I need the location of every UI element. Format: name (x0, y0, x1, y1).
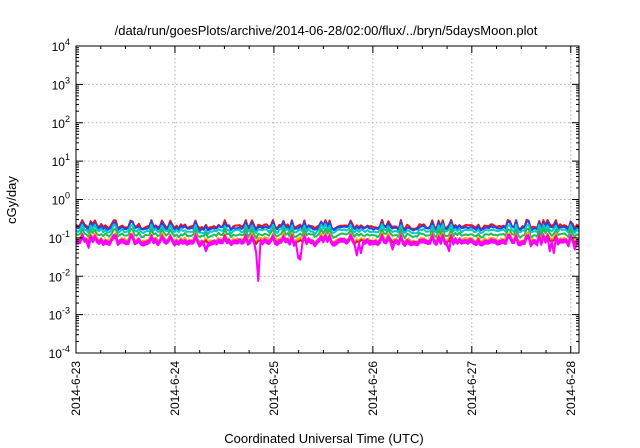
y-tick-label: 100 (52, 191, 70, 208)
x-tick-label: 2014-6-24 (168, 361, 182, 416)
y-tick-label: 10-1 (49, 229, 70, 246)
tick-layer (75, 45, 579, 354)
x-axis-label: Coordinated Universal Time (UTC) (224, 431, 423, 446)
x-tick-labels: 2014-6-23 2014-6-24 2014-6-25 2014-6-26 2014… (69, 361, 578, 416)
y-axis-label: cGy/day (4, 176, 19, 224)
series-line (75, 223, 580, 236)
x-tick-label: 2014-6-23 (69, 361, 83, 416)
y-tick-label: 102 (52, 114, 70, 131)
x-tick-label: 2014-6-27 (465, 361, 479, 416)
series-line (75, 235, 580, 282)
y-tick-label: 10-3 (49, 306, 70, 323)
plot-frame (75, 45, 580, 354)
y-tick-label: 10-4 (49, 344, 70, 361)
y-tick-labels: 10-4 10-3 10-2 10-1 100 101 102 103 104 (49, 37, 70, 361)
x-tick-label: 2014-6-26 (366, 361, 380, 416)
y-tick-label: 10-2 (49, 267, 70, 284)
x-tick-label: 2014-6-28 (564, 361, 578, 416)
grid-layer (76, 46, 579, 353)
series-layer (75, 218, 580, 282)
x-tick-label: 2014-6-25 (267, 361, 281, 416)
y-tick-label: 103 (52, 75, 70, 92)
y-tick-label: 101 (52, 152, 70, 169)
chart-title: /data/run/goesPlots/archive/2014-06-28/0… (115, 23, 538, 38)
y-tick-label: 104 (52, 37, 70, 54)
series-line (75, 227, 580, 240)
